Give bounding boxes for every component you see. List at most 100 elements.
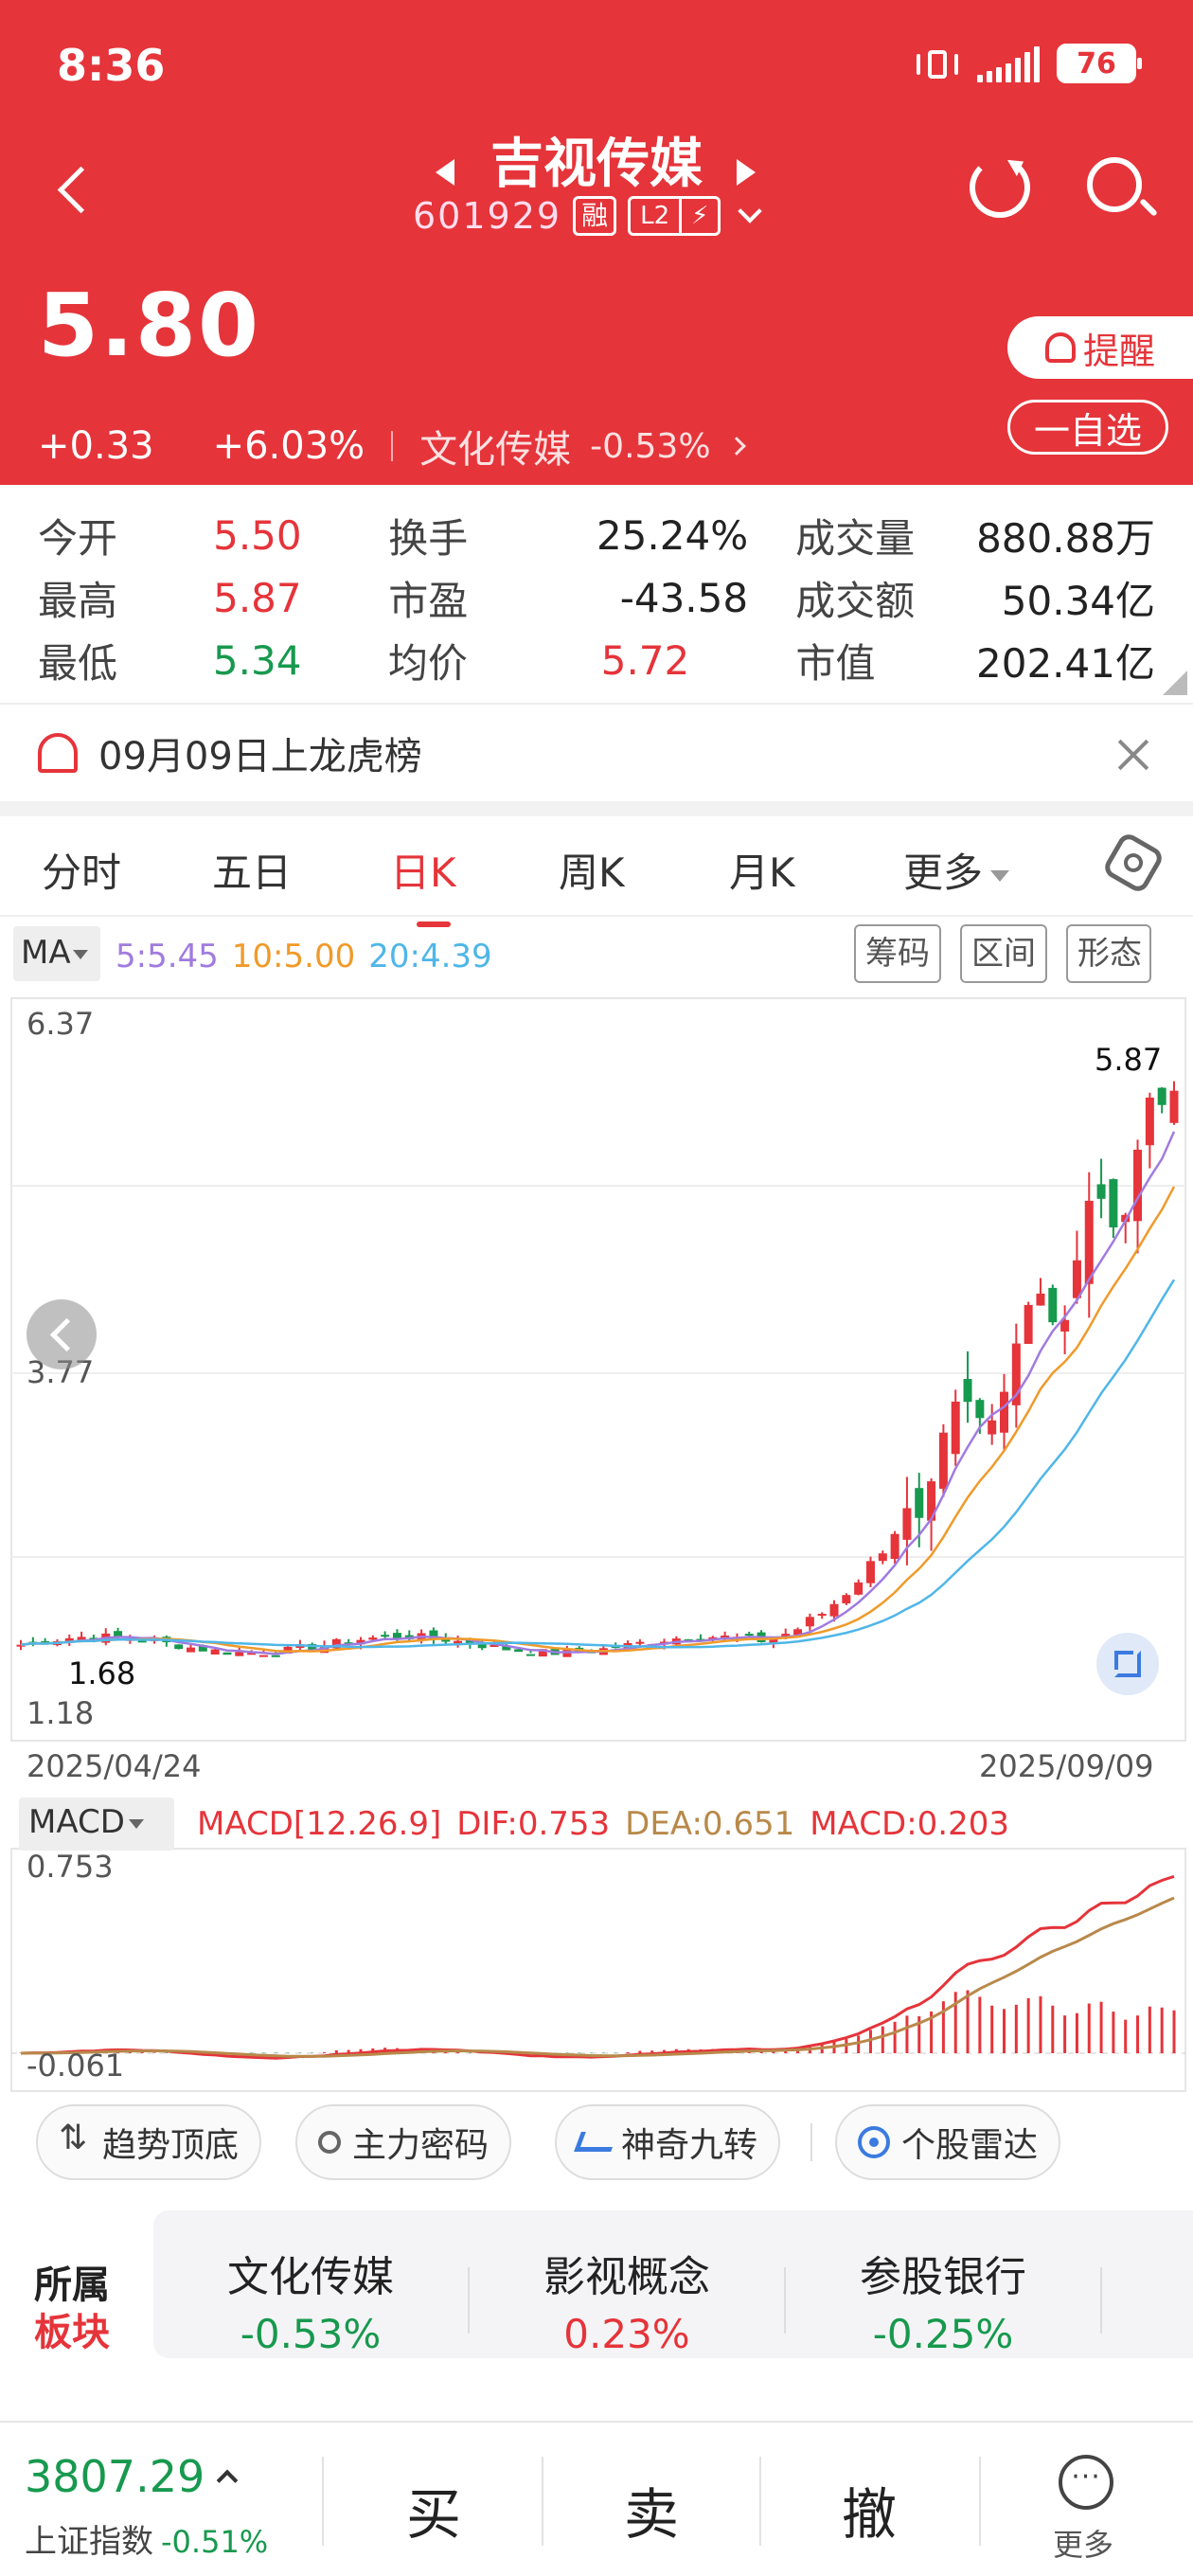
section-gap — [0, 801, 1193, 816]
candle-body — [1157, 1087, 1166, 1105]
candle-body — [829, 1603, 839, 1617]
candle-body — [429, 1630, 438, 1639]
notice-bar[interactable]: 09月09日上龙虎榜 — [0, 703, 1193, 801]
tab-more[interactable]: 更多 — [903, 841, 1010, 899]
tab-intraday[interactable]: 分时 — [42, 850, 122, 896]
sector-name: 文化传媒 — [227, 2253, 394, 2301]
current-price: 5.80 — [38, 275, 260, 376]
status-time: 8:36 — [57, 40, 166, 91]
macd-row: MACD MACD[12.26.9] DIF:0.753 DEA:0.651 M… — [0, 1794, 1193, 1854]
sector-item[interactable]: 影视概念 0.23% — [485, 2243, 769, 2357]
search-icon[interactable] — [1087, 157, 1142, 212]
next-stock-icon[interactable] — [737, 159, 756, 186]
candle-body — [1000, 1391, 1009, 1433]
scroll-left-button[interactable] — [27, 1299, 97, 1369]
stock-code-row: 601929 融 L2 ⚡ — [413, 195, 763, 237]
chevron-down-icon[interactable] — [738, 199, 763, 224]
tab-five-day[interactable]: 五日 — [212, 850, 293, 896]
stock-radar-button[interactable]: 个股雷达 — [835, 2104, 1061, 2180]
date-start: 2025/04/24 — [27, 1748, 202, 1784]
expand-corner-icon[interactable] — [1163, 671, 1187, 695]
divider — [322, 2457, 324, 2546]
fullscreen-icon[interactable] — [1096, 1633, 1159, 1695]
sector-item[interactable]: 文化传媒 -0.53% — [169, 2243, 453, 2357]
ma-selector[interactable]: MA — [13, 926, 100, 981]
candle-body — [223, 1652, 232, 1655]
macd-dif: DIF:0.753 — [456, 1805, 611, 1843]
sector-name: 参股银行 — [860, 2253, 1026, 2301]
chips-button[interactable]: 筹码 — [854, 924, 941, 983]
refresh-icon[interactable] — [970, 157, 1030, 218]
chevron-right-icon — [726, 437, 746, 456]
index-widget[interactable]: 3807.29 — [25, 2451, 239, 2502]
candle-body — [696, 1638, 705, 1641]
candle-body — [854, 1582, 864, 1595]
stat-label: 换手 — [388, 514, 469, 562]
range-button[interactable]: 区间 — [960, 924, 1047, 983]
stat-row: 最低 5.34 均价 5.72 市值 202.41亿 — [38, 629, 1155, 691]
kline-chart-area[interactable] — [0, 993, 1193, 2101]
candle-body — [842, 1595, 851, 1603]
candle-body — [477, 1642, 487, 1649]
stat-value: 880.88万 — [976, 514, 1156, 562]
candle-body — [356, 1639, 365, 1645]
more-icon[interactable]: ··· — [1059, 2455, 1113, 2510]
candle-body — [538, 1649, 547, 1657]
battery-icon: 76 — [1057, 44, 1142, 83]
candle-body — [744, 1634, 754, 1637]
macd-y-top: 0.753 — [27, 1849, 114, 1885]
candle-body — [988, 1420, 997, 1435]
candle-body — [951, 1402, 960, 1455]
index-info: 上证指数 -0.51% — [25, 2515, 268, 2562]
candle-body — [525, 1654, 535, 1656]
candle-body — [890, 1533, 899, 1560]
magic-nine-button[interactable]: 神奇九转 — [555, 2104, 781, 2180]
alert-button[interactable]: 提醒 — [1007, 316, 1193, 379]
chevron-up-icon — [216, 2469, 239, 2491]
sector-item[interactable]: 参股银行 -0.25% — [801, 2243, 1085, 2357]
candle-body — [331, 1638, 341, 1649]
settings-icon[interactable] — [1100, 830, 1166, 896]
macd-selector[interactable]: MACD — [19, 1798, 174, 1851]
ma-values: 5:5.45 10:5.00 20:4.39 — [116, 938, 492, 975]
candle-body — [793, 1629, 803, 1636]
candle-body — [1011, 1343, 1021, 1405]
date-end: 2025/09/09 — [979, 1748, 1154, 1784]
sell-button[interactable]: 卖 — [623, 2482, 679, 2547]
candle-body — [502, 1645, 511, 1651]
divider — [810, 2123, 812, 2161]
candle-body — [64, 1637, 74, 1642]
candle-body — [902, 1508, 912, 1540]
status-icons: 76 — [915, 44, 1142, 83]
divider — [542, 2457, 543, 2546]
cancel-order-button[interactable]: 撤 — [841, 2482, 897, 2547]
pattern-button[interactable]: 形态 — [1066, 924, 1151, 983]
tab-monthly-k[interactable]: 月K — [729, 850, 795, 896]
l2-tag[interactable]: L2 ⚡ — [628, 196, 721, 236]
prev-stock-icon[interactable] — [436, 159, 454, 186]
main-force-button[interactable]: 主力密码 — [295, 2104, 512, 2180]
candle-body — [186, 1647, 195, 1653]
sector-label: 所属 板块 — [34, 2262, 110, 2356]
sector-section: 所属 板块 文化传媒 -0.53% 影视概念 0.23% 参股银行 -0.25% — [0, 2210, 1193, 2358]
stock-name: 吉视传媒 — [490, 134, 703, 195]
ma20-value: 20:4.39 — [368, 938, 492, 975]
candle-body — [465, 1639, 474, 1645]
close-icon[interactable] — [1117, 739, 1149, 771]
margin-tag: 融 — [573, 196, 617, 236]
tab-daily-k[interactable]: 日K — [390, 841, 456, 927]
candle-body — [805, 1617, 814, 1627]
kline-chart[interactable] — [0, 993, 1193, 2101]
trend-top-bottom-button[interactable]: 趋势顶底 — [36, 2104, 262, 2180]
buy-button[interactable]: 买 — [405, 2482, 461, 2547]
stat-label: 市盈 — [388, 577, 469, 624]
tab-weekly-k[interactable]: 周K — [559, 850, 625, 896]
candle-body — [938, 1432, 948, 1489]
candle-body — [198, 1645, 207, 1652]
sector-label-top: 所属 — [34, 2263, 110, 2307]
stat-value: 202.41亿 — [976, 639, 1155, 687]
watchlist-button[interactable]: 一自选 — [1007, 400, 1168, 455]
candle-body — [1109, 1179, 1118, 1228]
sector-link[interactable]: 文化传媒 -0.53% — [419, 419, 746, 474]
pill-label: 神奇九转 — [621, 2126, 758, 2165]
